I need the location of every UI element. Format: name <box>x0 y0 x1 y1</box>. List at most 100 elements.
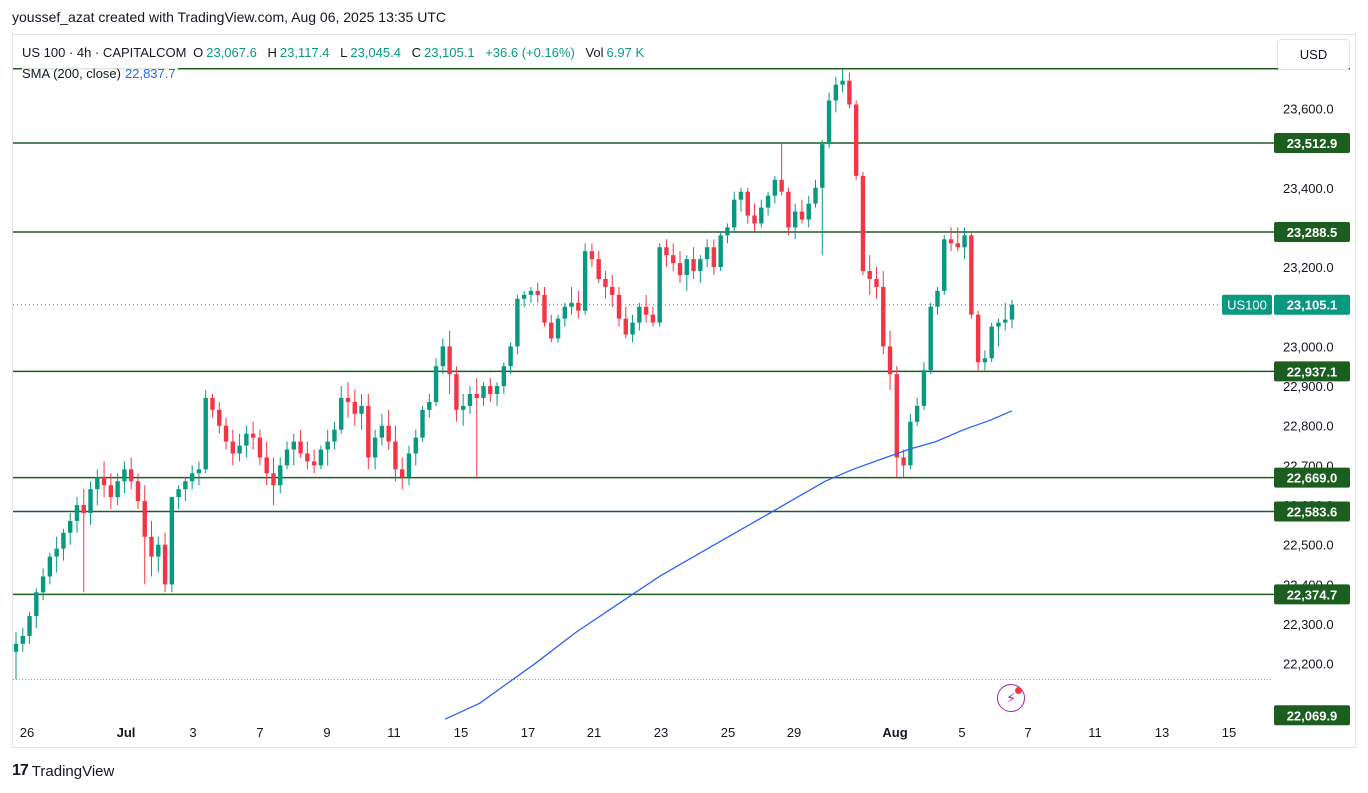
candle-up <box>115 481 120 498</box>
candle-up <box>372 437 378 458</box>
candle-down <box>142 501 147 537</box>
notification-dot <box>1015 687 1022 694</box>
candle-up <box>169 497 175 585</box>
candle-down <box>650 314 656 323</box>
candle-up <box>176 489 181 498</box>
candle-down <box>352 401 357 414</box>
candle-up <box>928 306 933 371</box>
candle-down <box>393 441 398 470</box>
candle-down <box>576 302 581 311</box>
ohlc-legend: US 100 · 4h · CAPITALCOM O 23,067.6 H 23,1… <box>22 45 647 60</box>
candle-up <box>61 532 66 549</box>
candle-up <box>508 346 513 367</box>
candle-down <box>474 393 479 398</box>
sma-line[interactable] <box>444 410 1013 720</box>
candle-down <box>149 536 154 557</box>
volume-label: Vol <box>585 45 604 60</box>
candle-up <box>582 251 588 311</box>
candle-down <box>691 259 696 272</box>
candle-down <box>969 235 974 315</box>
level-label-bg <box>1274 132 1350 153</box>
x-tick-label: 11 <box>387 725 401 740</box>
candle-up <box>820 144 825 188</box>
candle-down <box>386 425 391 442</box>
close-label: C <box>411 45 421 60</box>
level-label: 23,288.5 <box>1287 225 1338 240</box>
candle-down <box>887 346 893 375</box>
candle-down <box>671 255 676 264</box>
candle-down <box>250 433 256 438</box>
x-tick-label: 17 <box>521 725 535 740</box>
candle-down <box>603 278 608 287</box>
y-tick-label: 23,600.0 <box>1283 101 1334 116</box>
candle-up <box>460 405 466 410</box>
candle-up <box>914 405 920 422</box>
chart-frame <box>12 34 1356 748</box>
candle-up <box>237 445 242 454</box>
level-label: 22,069.9 <box>1287 708 1338 723</box>
currency-button[interactable]: USD <box>1277 39 1350 70</box>
candle-down <box>454 374 459 410</box>
y-tick-label: 22,800.0 <box>1283 419 1334 434</box>
candle-up <box>962 235 967 248</box>
candle-up <box>291 441 296 450</box>
candle-up <box>738 191 744 200</box>
candle-up <box>74 505 80 521</box>
level-label: 22,374.7 <box>1287 587 1338 602</box>
candle-down <box>901 457 906 466</box>
y-tick-label: 22,500.0 <box>1283 538 1334 553</box>
candle-up <box>1003 319 1008 323</box>
tradingview-logo-icon: 17 <box>12 762 29 779</box>
candle-down <box>108 485 114 498</box>
candle-down <box>616 294 622 319</box>
candle-down <box>860 175 866 272</box>
candle-up <box>20 635 25 644</box>
candle-up <box>765 195 771 208</box>
chart-caption: youssef_azat created with TradingView.co… <box>12 9 446 25</box>
candle-up <box>840 80 845 85</box>
candle-up <box>637 306 642 323</box>
candle-up <box>467 393 473 406</box>
x-tick-label: 15 <box>1222 725 1236 740</box>
candle-up <box>278 465 283 486</box>
y-tick-label: 22,900.0 <box>1283 379 1334 394</box>
candle-down <box>847 80 852 105</box>
candle-up <box>826 100 832 145</box>
candle-down <box>779 179 784 192</box>
x-tick-label: Jul <box>117 725 136 740</box>
candle-up <box>203 397 208 470</box>
low-value: 23,045.4 <box>350 45 401 60</box>
flash-icon[interactable]: ⚡ <box>997 684 1025 712</box>
candle-up <box>813 187 818 204</box>
candle-up <box>339 397 344 430</box>
sma-legend[interactable]: SMA (200, close) 22,837.7 <box>22 66 178 81</box>
y-tick-label: 23,000.0 <box>1283 339 1334 354</box>
candle-up <box>413 437 418 454</box>
candle-down <box>948 239 954 244</box>
level-label-bg <box>1274 705 1350 726</box>
candle-down <box>223 425 229 442</box>
candle-up <box>27 616 32 636</box>
brand-name: TradingView <box>31 762 115 780</box>
candle-up <box>406 453 412 478</box>
high-label: H <box>267 45 277 60</box>
candle-down <box>298 441 303 454</box>
candle-up <box>704 247 710 260</box>
candle-down <box>257 437 263 458</box>
candle-up <box>68 520 73 533</box>
candle-down <box>664 247 669 256</box>
candle-down <box>975 314 981 363</box>
x-tick-label: 7 <box>1024 725 1031 740</box>
candle-up <box>569 302 574 307</box>
candle-down <box>867 271 872 279</box>
candle-up <box>521 294 527 299</box>
candle-up <box>630 322 635 335</box>
candle-up <box>379 425 385 438</box>
x-tick-label: 11 <box>1088 725 1102 740</box>
candle-down <box>596 259 601 279</box>
candle-down <box>264 457 269 474</box>
y-tick-label: 22,300.0 <box>1283 617 1334 632</box>
x-tick-label: 9 <box>323 725 330 740</box>
candle-up <box>34 592 39 617</box>
